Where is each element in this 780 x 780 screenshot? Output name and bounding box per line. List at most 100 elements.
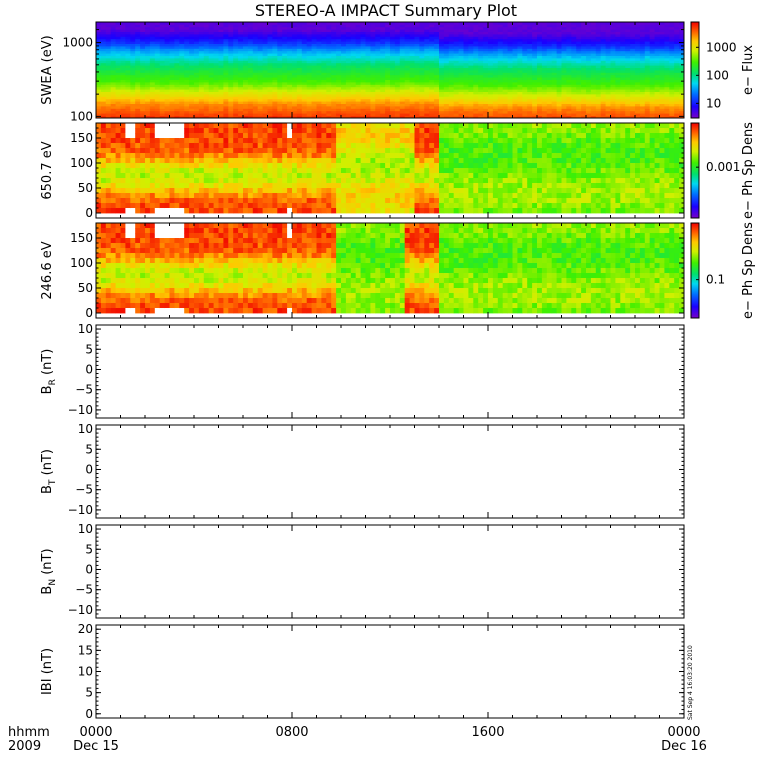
- heatmap-cell: [561, 34, 567, 37]
- heatmap-cell: [443, 58, 450, 61]
- heatmap-cell: [639, 58, 646, 61]
- heatmap-cell: [105, 115, 112, 119]
- heatmap-cell: [287, 62, 293, 66]
- heatmap-cell: [551, 41, 557, 44]
- heatmap-cell: [375, 53, 381, 56]
- heatmap-cell: [414, 31, 420, 35]
- heatmap-cell: [625, 65, 631, 68]
- heatmap-cell: [644, 84, 651, 88]
- heatmap-cell: [336, 58, 342, 61]
- heatmap-cell: [198, 67, 205, 71]
- heatmap-cell: [154, 53, 161, 56]
- heatmap-cell: [345, 70, 352, 73]
- heatmap-cell: [571, 108, 577, 112]
- heatmap-cell: [149, 43, 156, 47]
- heatmap-cell: [620, 106, 626, 109]
- heatmap-cell: [350, 108, 357, 112]
- heatmap-cell: [194, 41, 200, 44]
- heatmap-cell: [497, 38, 504, 42]
- heatmap-cell: [434, 38, 440, 42]
- heatmap-cell: [385, 31, 391, 35]
- heatmap-cell: [468, 101, 474, 104]
- heatmap-cell: [443, 31, 450, 35]
- heatmap-cell: [590, 58, 597, 61]
- heatmap-cell: [350, 36, 357, 40]
- heatmap-cell: [473, 91, 479, 95]
- heatmap-cell: [532, 41, 538, 44]
- heatmap-cell: [238, 108, 244, 112]
- heatmap-cell: [115, 55, 121, 59]
- heatmap-cell: [541, 65, 548, 68]
- heatmap-cell: [306, 70, 312, 73]
- heatmap-cell: [664, 84, 670, 88]
- heatmap-cell: [208, 62, 214, 66]
- heatmap-cell: [434, 46, 440, 49]
- heatmap-cell: [252, 94, 259, 97]
- heatmap-cell: [218, 89, 224, 92]
- heatmap-cell: [208, 103, 214, 107]
- heatmap-cell: [649, 84, 655, 88]
- heatmap-cell: [208, 29, 214, 32]
- heatmap-cell: [419, 62, 425, 66]
- heatmap-cell: [223, 36, 229, 40]
- heatmap-cell: [517, 110, 523, 114]
- heatmap-cell: [306, 72, 312, 76]
- heatmap-cell: [341, 113, 347, 116]
- heatmap-cell: [350, 46, 357, 49]
- heatmap-cell: [341, 36, 347, 40]
- heatmap-cell: [429, 110, 435, 114]
- heatmap-cell: [96, 36, 102, 40]
- heatmap-cell: [443, 79, 450, 83]
- heatmap-cell: [184, 67, 190, 71]
- heatmap-cell: [233, 91, 239, 95]
- heatmap-cell: [458, 67, 464, 71]
- heatmap-cell: [654, 84, 660, 88]
- heatmap-cell: [345, 53, 352, 56]
- heatmap-cell: [659, 50, 665, 54]
- heatmap-cell: [130, 115, 136, 119]
- heatmap-cell: [164, 82, 170, 85]
- heatmap-cell: [287, 82, 293, 85]
- heatmap-cell: [492, 58, 499, 61]
- heatmap-cell: [556, 106, 562, 109]
- heatmap-cell: [522, 48, 528, 52]
- heatmap-cell: [409, 48, 415, 52]
- heatmap-cell: [350, 82, 357, 85]
- heatmap-cell: [198, 110, 205, 114]
- heatmap-cell: [424, 31, 430, 35]
- heatmap-cell: [306, 36, 312, 40]
- heatmap-cell: [399, 113, 406, 116]
- heatmap-cell: [669, 82, 675, 85]
- heatmap-cell: [439, 29, 445, 32]
- heatmap-cell: [590, 98, 597, 102]
- heatmap-cell: [179, 26, 185, 30]
- heatmap-cell: [468, 41, 474, 44]
- heatmap-cell: [649, 43, 655, 47]
- heatmap-cell: [345, 101, 352, 104]
- heatmap-cell: [644, 46, 651, 49]
- heatmap-cell: [159, 74, 165, 78]
- heatmap-cell: [350, 101, 357, 104]
- heatmap-cell: [198, 98, 205, 102]
- heatmap-cell: [345, 98, 352, 102]
- heatmap-cell: [184, 103, 190, 107]
- heatmap-cell: [669, 98, 675, 102]
- heatmap-cell: [551, 94, 557, 97]
- heatmap-cell: [331, 31, 337, 35]
- heatmap-cell: [581, 96, 587, 100]
- heatmap-cell: [238, 41, 244, 44]
- heatmap-cell: [282, 41, 288, 44]
- heatmap-cell: [301, 77, 308, 80]
- heatmap-cell: [120, 110, 126, 114]
- heatmap-cell: [345, 43, 352, 47]
- heatmap-cell: [125, 34, 131, 37]
- heatmap-cell: [145, 77, 151, 80]
- heatmap-cell: [551, 79, 557, 83]
- heatmap-cell: [247, 48, 254, 52]
- heatmap-cell: [458, 31, 464, 35]
- heatmap-cell: [424, 67, 430, 71]
- heatmap-cell: [556, 53, 562, 56]
- heatmap-cell: [115, 46, 121, 49]
- heatmap-cell: [287, 96, 293, 100]
- heatmap-cell: [512, 55, 518, 59]
